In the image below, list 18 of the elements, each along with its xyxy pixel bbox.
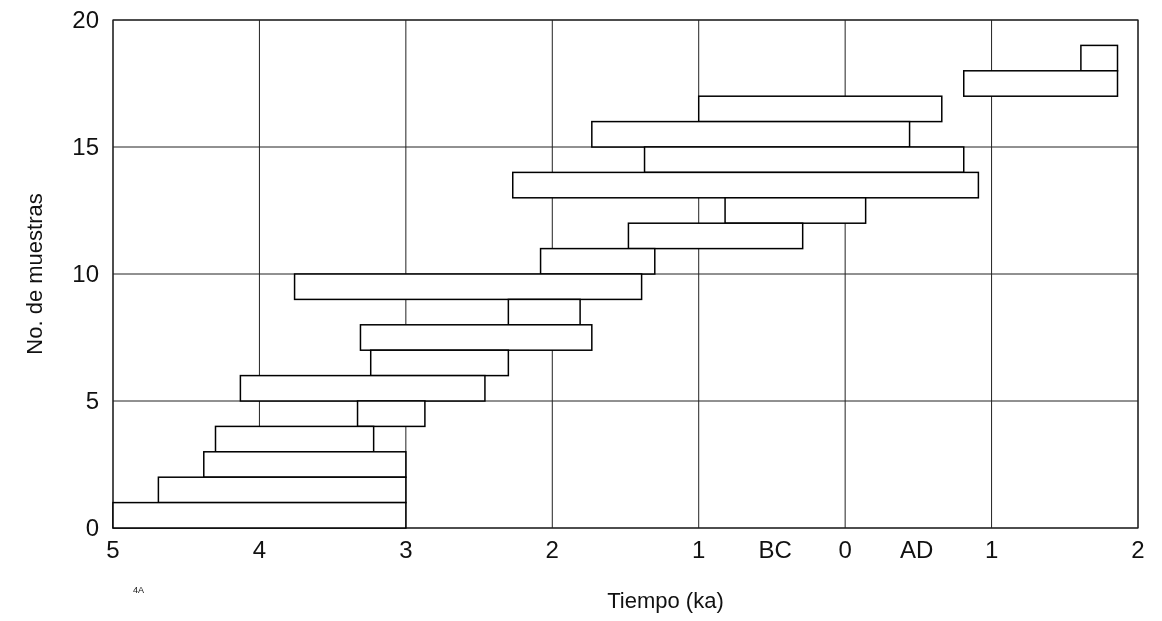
text: 4A	[133, 585, 145, 595]
x-tick-label: 2	[545, 536, 559, 563]
x-tick-label: 1	[692, 536, 706, 563]
x-tick-label: 4	[252, 536, 267, 563]
y-tick-label: 10	[72, 260, 99, 287]
y-axis-title: No. de muestras	[22, 193, 47, 355]
y-tick-label: 0	[85, 514, 99, 541]
text: AD	[899, 536, 934, 563]
text: BC	[758, 536, 792, 563]
x-tick-label: 5	[106, 536, 120, 563]
x-axis-title: Tiempo (ka)	[607, 588, 724, 613]
y-tick-label: 5	[85, 387, 99, 414]
x-tick-label: 2	[1131, 536, 1145, 563]
y-tick-label: 15	[72, 133, 99, 160]
y-tick-label: 20	[72, 6, 99, 33]
x-tick-label: 0	[838, 536, 852, 563]
x-tick-label: 1	[984, 536, 999, 563]
x-tick-label: 3	[399, 536, 413, 563]
